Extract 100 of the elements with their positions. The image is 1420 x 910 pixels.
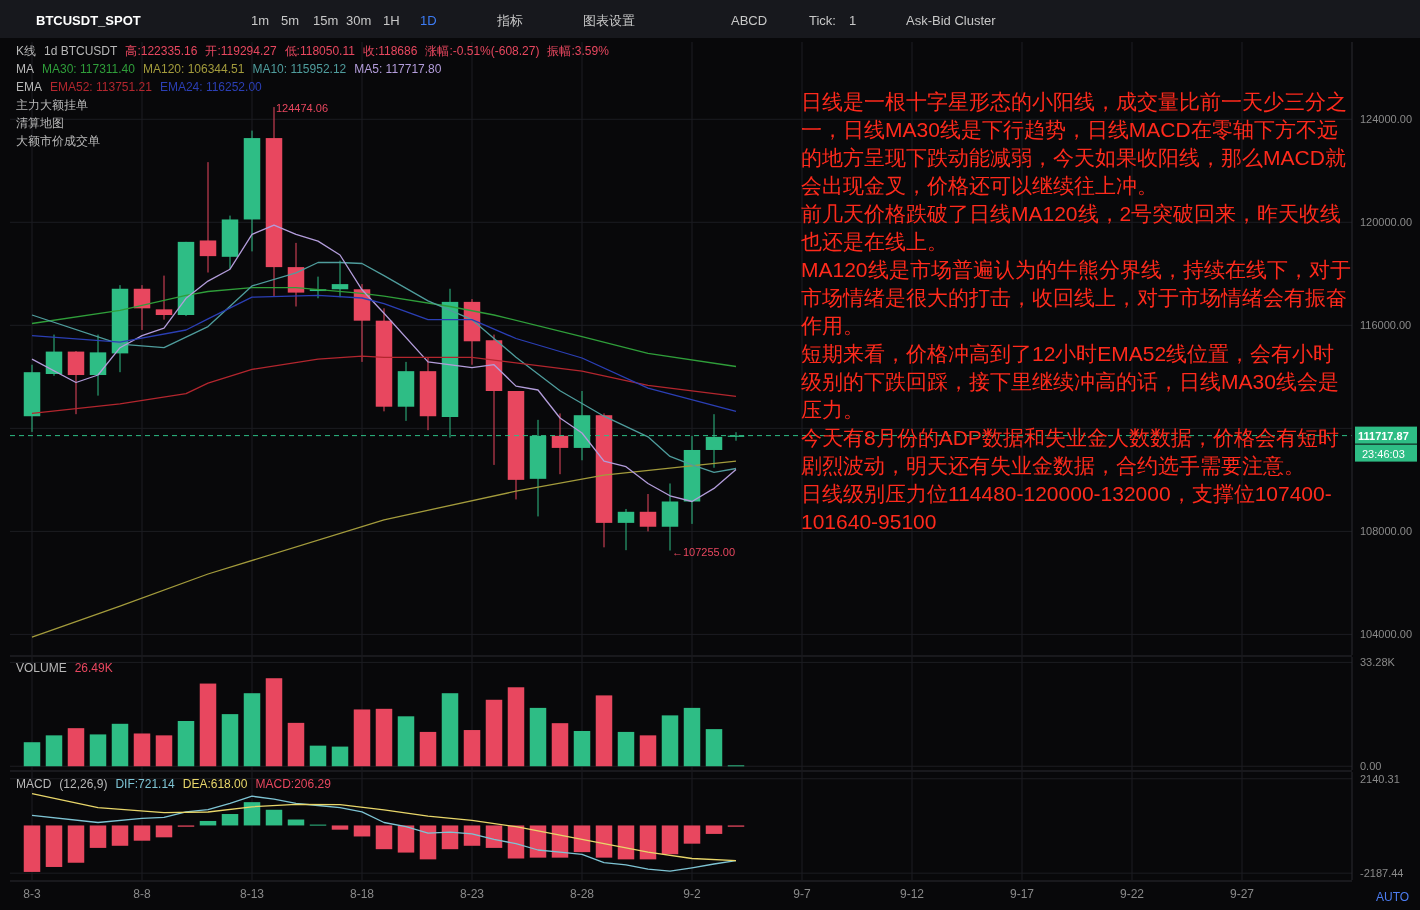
annotation: (12,26,9): [59, 777, 108, 791]
text: 图表设置: [583, 13, 635, 28]
y-tick-label: 104000.00: [1360, 628, 1412, 641]
annotation: 短期来看，价格冲高到了12小时EMA52线位置，会有小时级别的下跌回踩，接下里继续冲高的话，日线MA30线会是压力。: [801, 341, 1340, 423]
x-tick-label: 9-7: [793, 887, 811, 901]
bar: [463, 730, 481, 767]
candlestick: [89, 334, 107, 397]
text: EMA24: 116252.00: [159, 80, 263, 94]
bar: [507, 687, 525, 767]
annotation: K线: [16, 44, 37, 58]
bar: [265, 678, 283, 767]
annotation: VOLUME: [16, 661, 67, 675]
y-tick-label: 33.28K: [1360, 656, 1396, 669]
bar: [419, 825, 437, 860]
bar: [419, 731, 437, 767]
text: 1H: [383, 13, 400, 28]
annotation: 前几天价格跌破了日线MA120线，2号突破回来，昨天收线也还是在线上。: [801, 201, 1343, 255]
annotation: 日线级别压力位114480-120000-132000，支撑位107400-101640-95100: [801, 481, 1333, 535]
bar: [23, 742, 41, 767]
y-tick-label: 108000.00: [1360, 525, 1412, 538]
annotation: 高:122335.16: [125, 44, 198, 58]
annotation: 清算地图: [16, 116, 64, 130]
annotation: MA: [16, 62, 34, 76]
bar: [243, 693, 261, 767]
text: Ask-Bid Cluster: [906, 13, 997, 28]
bar: [617, 825, 635, 860]
bar: [177, 720, 195, 767]
bar: [705, 729, 723, 767]
bar: [23, 825, 41, 872]
bar: [639, 735, 657, 767]
bar: [155, 735, 173, 767]
bar: [507, 825, 525, 859]
annotation: 振幅:3.59%: [547, 44, 610, 58]
bar: [595, 825, 613, 858]
line-series: [31, 460, 737, 638]
bar: [309, 745, 327, 767]
bar: [67, 728, 85, 767]
line-series: [31, 793, 737, 862]
bar: [617, 731, 635, 767]
annotation: MA120线是市场普遍认为的牛熊分界线，持续在线下，对于市场情绪是很大的打击，收回线上，对于市场情绪会有振奋作用。: [801, 257, 1352, 339]
candlestick: [639, 493, 657, 532]
candlestick: [67, 350, 85, 415]
text: MA120: 106344.51: [142, 62, 245, 76]
bar: [639, 825, 657, 860]
text: EMA52: 113751.21: [50, 80, 153, 94]
bar: [331, 825, 349, 830]
y-tick-label: 2140.31: [1360, 772, 1400, 785]
bar: [67, 825, 85, 863]
x-tick-label: 8-8: [133, 887, 151, 901]
bar: [331, 746, 349, 767]
bar: [353, 709, 371, 767]
text: MA10: 115952.12: [252, 62, 347, 76]
x-tick-label: 9-27: [1229, 887, 1255, 901]
bar: [45, 825, 63, 867]
candlestick: [617, 508, 635, 551]
ref-line-label: 111717.87: [1358, 429, 1409, 442]
candlestick: [199, 161, 217, 274]
annotation: 涨幅:-0.51%(-608.27): [425, 44, 540, 58]
bar: [441, 693, 459, 767]
x-tick-label: 9-12: [899, 887, 925, 901]
bar: [111, 723, 129, 767]
bar: [375, 825, 393, 850]
text: 1m: [251, 13, 270, 28]
candlestick: [551, 412, 569, 475]
annotation: 日线是一根十字星形态的小阳线，成交量比前一天少三分之一，日线MA30线是下行趋势，日线MACD在零轴下方不远的地方呈现下跌动能减弱，今天如果收阳线，那么MACD就会出现金叉，价格还可以继续往上冲。: [801, 89, 1348, 199]
annotation: 开:119294.27: [205, 44, 277, 58]
y-tick-label: 120000.00: [1360, 216, 1412, 229]
text: 1: [849, 13, 857, 28]
annotation: 主力大额挂单: [16, 98, 88, 112]
bar: [661, 715, 679, 767]
bar: [485, 825, 503, 848]
x-tick-label: 9-17: [1009, 887, 1035, 901]
bar: [485, 699, 503, 767]
bar: [595, 695, 613, 767]
bar: [133, 733, 151, 767]
y-tick-label: 124000.00: [1360, 113, 1412, 126]
bar: [45, 735, 63, 767]
text: 1D: [420, 13, 437, 28]
annotation: MACD: [16, 777, 52, 791]
bar: [265, 809, 283, 826]
annotation: 124474.06: [276, 102, 328, 115]
annotation: 1d BTCUSDT: [44, 44, 119, 58]
bar: [551, 723, 569, 767]
x-tick-label: 8-18: [349, 887, 375, 901]
bar: [573, 730, 591, 767]
bar: [573, 825, 591, 853]
bar: [221, 714, 239, 767]
text: BTCUSDT_SPOT: [36, 13, 141, 28]
bar: [375, 708, 393, 767]
text: 5m: [281, 13, 300, 28]
x-tick-label: 9-2: [683, 887, 701, 901]
text: 指标: [496, 13, 523, 28]
bar: [243, 802, 261, 826]
line-series: [31, 224, 737, 503]
x-tick-label: 8-3: [23, 887, 41, 901]
line-series: [31, 294, 737, 412]
bar: [133, 825, 151, 841]
text: 23:46:03: [1362, 447, 1405, 460]
bar: [551, 825, 569, 858]
y-tick-label: -2187.44: [1360, 867, 1404, 880]
